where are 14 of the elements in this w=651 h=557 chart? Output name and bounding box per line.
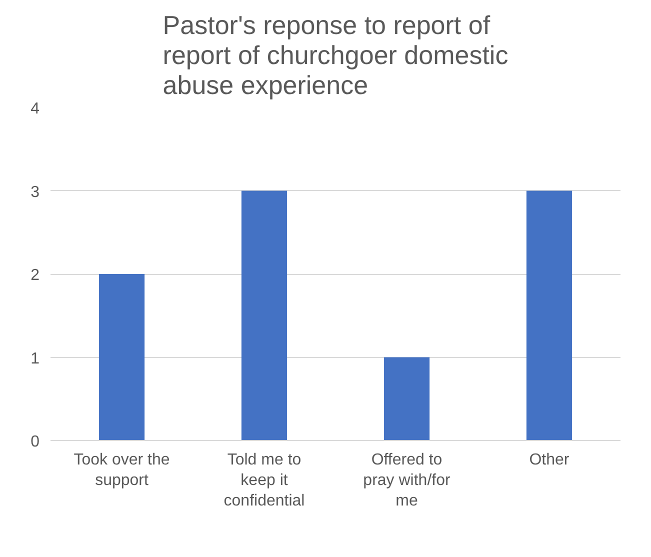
x-tick-label: Offered to pray with/for me bbox=[363, 452, 451, 510]
x-tick-label: Took over the support bbox=[74, 452, 170, 489]
y-tick-label: 4 bbox=[30, 100, 40, 118]
x-tick-label: Other bbox=[529, 452, 570, 468]
x-tick-label: Told me to keep it confidential bbox=[224, 452, 305, 510]
chart-title: Pastor's reponse to report of report of churchgoer domestic abuse experience bbox=[162, 10, 508, 100]
bar bbox=[241, 190, 288, 440]
y-tick-label: 2 bbox=[30, 267, 40, 284]
y-tick-label: 3 bbox=[30, 184, 40, 201]
bar bbox=[526, 190, 572, 440]
bar bbox=[98, 274, 145, 440]
bar bbox=[384, 357, 430, 440]
y-tick-label: 0 bbox=[30, 434, 40, 450]
y-tick-label: 1 bbox=[30, 350, 40, 368]
